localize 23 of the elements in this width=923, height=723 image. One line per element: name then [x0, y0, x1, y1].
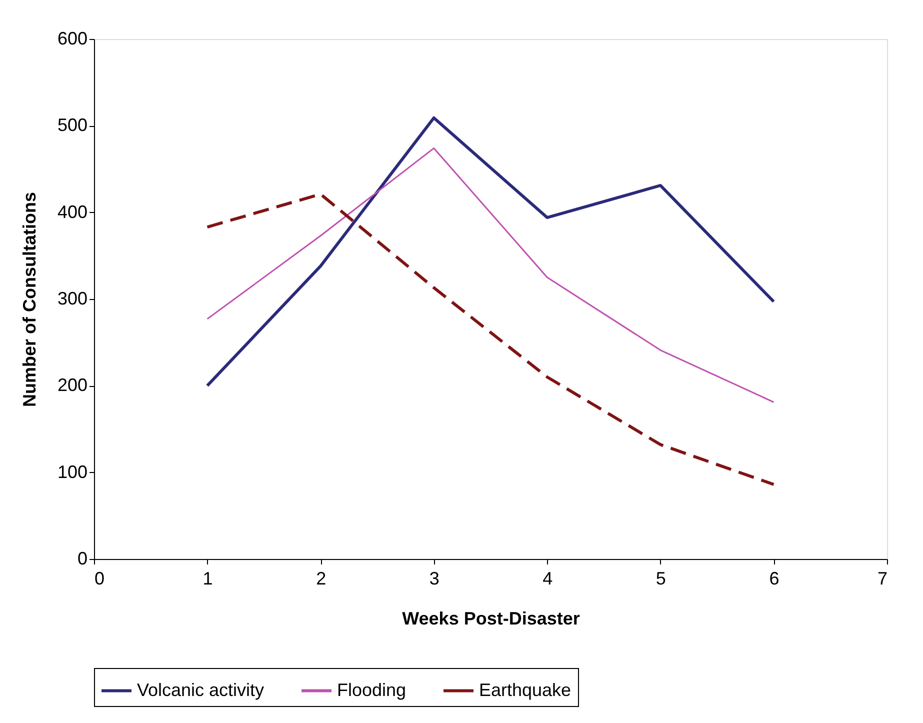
line-series — [206, 147, 774, 403]
x-tick-label: 4 — [542, 568, 553, 588]
y-tick-label: 200 — [57, 375, 88, 396]
x-tick-label: 7 — [877, 568, 888, 588]
legend-label: Earthquake — [479, 680, 572, 700]
legend-label: Volcanic activity — [137, 680, 264, 700]
x-tick-label: 3 — [429, 568, 440, 588]
x-axis-title: Weeks Post-Disaster — [402, 608, 580, 628]
x-tick-label: 5 — [656, 568, 666, 588]
legend-label: Flooding — [337, 680, 406, 700]
x-tick-label: 6 — [769, 568, 780, 588]
y-tick-label: 100 — [57, 462, 88, 482]
y-axis-title: Number of Consultations — [19, 192, 40, 407]
x-tick-label: 2 — [316, 568, 326, 588]
line-series — [206, 116, 776, 388]
y-tick-label: 500 — [57, 115, 88, 136]
y-tick-label: 0 — [77, 548, 88, 568]
y-tick-label: 400 — [57, 202, 88, 222]
y-tick-label: 600 — [57, 28, 88, 48]
x-tick-label: 1 — [202, 568, 213, 588]
line-series — [206, 192, 776, 486]
y-tick-label: 300 — [57, 288, 88, 308]
x-tick-label: 0 — [94, 568, 105, 588]
